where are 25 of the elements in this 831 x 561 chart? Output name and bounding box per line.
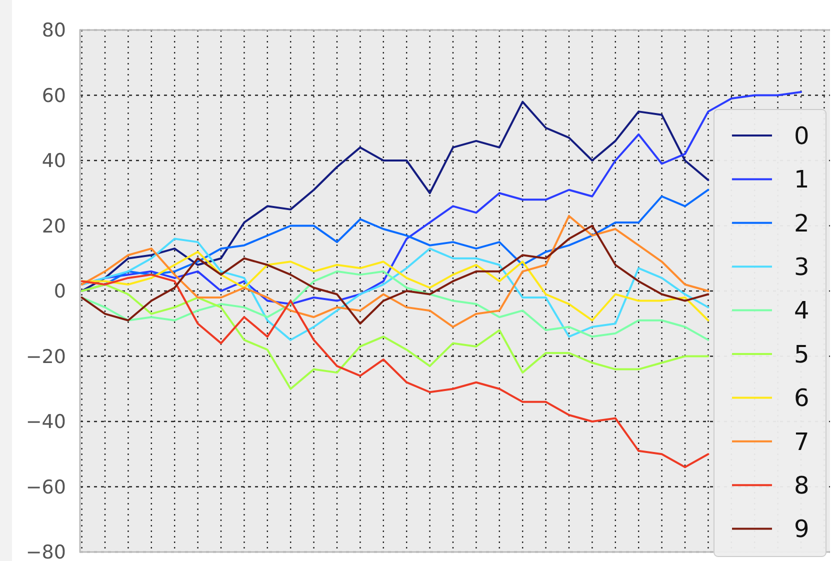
legend-label: 1: [794, 166, 810, 194]
legend-label: 7: [794, 428, 810, 456]
y-tick-label: 40: [42, 150, 66, 172]
y-tick-label: 60: [42, 84, 66, 107]
legend-label: 0: [794, 122, 810, 150]
line-series: [80, 250, 710, 322]
line-series: [80, 270, 710, 341]
y-tick-label: 0: [54, 280, 66, 303]
y-tick-label: 20: [42, 215, 66, 238]
line-series: [80, 274, 710, 468]
line-series: [80, 283, 710, 390]
line-series: [80, 238, 710, 341]
y-tick-label: −40: [26, 411, 66, 434]
legend-label: 9: [794, 515, 810, 544]
line-series: [80, 100, 710, 292]
y-tick-label: −20: [26, 346, 66, 368]
legend-label: 4: [794, 296, 810, 325]
legend-label: 6: [794, 384, 810, 412]
y-tick-label: 80: [42, 20, 66, 42]
legend-label: 8: [794, 472, 810, 500]
legend-label: 2: [794, 209, 810, 238]
y-tick-label: −80: [26, 542, 66, 561]
legend-label: 3: [794, 253, 810, 281]
legend-label: 5: [794, 340, 810, 368]
y-tick-label: −60: [26, 476, 66, 498]
